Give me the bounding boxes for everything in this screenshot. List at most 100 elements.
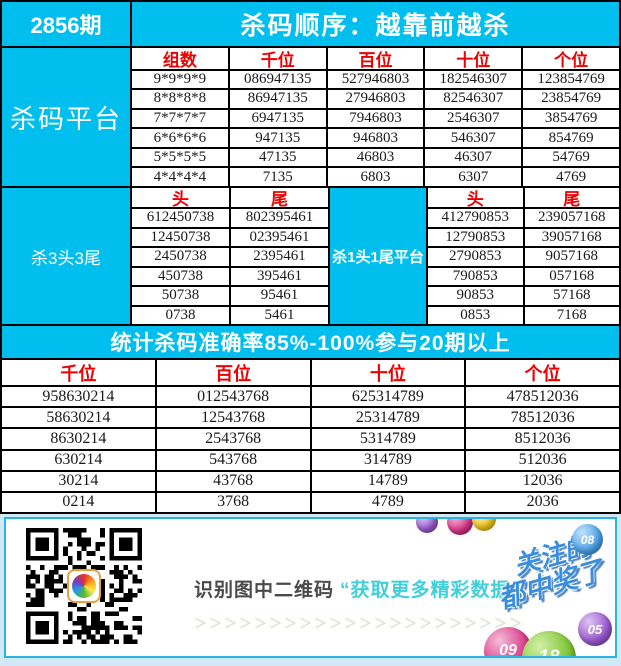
table-cell: 958630214 — [42, 387, 115, 405]
footer: 识别图中二维码 “获取更多精彩数据” ＞＞＞＞＞＞＞＞＞＞＞＞＞＞＞＞＞＞＞＞＞… — [0, 514, 621, 666]
table-row: 630214 543768 314789 512036 — [2, 448, 619, 470]
qr-code — [26, 528, 142, 644]
table-row: 958630214 012543768 625314789 478512036 — [2, 387, 619, 407]
table-cell: 086947135 — [227, 70, 326, 89]
table-row: 90853 57168 — [428, 285, 620, 305]
table-cell: 02395461 — [229, 228, 328, 247]
kill-1head-1tail-rows: 412790853 239057168 12790853 39057168 279085… — [428, 209, 620, 325]
table-row: 30214 43768 14789 12036 — [2, 469, 619, 491]
table-row: 2450738 2395461 — [132, 246, 328, 266]
table-cell: 5314789 — [309, 429, 465, 449]
table-cell: 512036 — [464, 450, 619, 470]
table-row: 450738 395461 — [132, 265, 328, 286]
qr-center-logo — [67, 569, 101, 603]
table-cell: 6947135 — [227, 109, 326, 128]
table-row: 8*8*8*8 86947135 27946803 82546307 23854769 — [132, 88, 619, 108]
table-row: 0853 7168 — [428, 304, 620, 325]
footer-panel: 识别图中二维码 “获取更多精彩数据” ＞＞＞＞＞＞＞＞＞＞＞＞＞＞＞＞＞＞＞＞＞… — [4, 517, 617, 658]
table-row: 0738 5461 — [132, 304, 328, 325]
table-cell: 4769 — [521, 168, 619, 186]
table-cell: 9*9*9*9 — [153, 70, 207, 87]
table-cell: 82546307 — [423, 90, 521, 108]
table-cell: 2790853 — [449, 248, 502, 265]
table-cell: 0853 — [460, 306, 491, 323]
table-cell: 27946803 — [325, 90, 424, 108]
col-header-thousands: 千位 — [60, 363, 97, 384]
table-cell: 314789 — [309, 450, 465, 470]
table-cell: 947135 — [227, 129, 326, 147]
table-cell: 6307 — [423, 168, 521, 186]
table-cell: 854769 — [521, 129, 619, 147]
scan-instruction: 识别图中二维码 “获取更多精彩数据” — [194, 575, 521, 602]
kill-3head-3tail-table: 头 尾 612450738 802395461 12450738 02395461 24… — [132, 188, 328, 325]
swirl-icon — [72, 574, 96, 598]
table-cell: 8630214 — [50, 429, 107, 447]
scan-highlight-text: “获取更多精彩数据” — [340, 580, 522, 601]
table-row: 790853 057168 — [428, 265, 619, 286]
section-kill-platform: 杀码平台 组数 千位 百位 十位 个位 9*9*9*9 086947135 5279… — [0, 46, 621, 188]
table-row: 6*6*6*6 947135 946803 546307 854769 — [132, 127, 619, 147]
table-cell: 450738 — [158, 267, 203, 284]
table-cell: 412790853 — [441, 209, 510, 226]
table-cell: 4*4*4*4 — [153, 168, 207, 185]
table-cell: 2450738 — [154, 248, 207, 265]
table-cell: 2395461 — [229, 248, 328, 266]
table-cell: 9057168 — [522, 248, 620, 266]
kill-platform-table: 组数 千位 百位 十位 个位 9*9*9*9 086947135 527946803… — [132, 48, 619, 186]
table-cell: 395461 — [229, 267, 328, 286]
table-cell: 0738 — [165, 306, 196, 323]
lottery-ball: 05 — [578, 612, 612, 646]
col-header-head: 头 — [466, 190, 484, 210]
lottery-ball — [416, 519, 438, 533]
table-cell: 5*5*5*5 — [153, 149, 207, 166]
table-cell: 50738 — [161, 287, 200, 304]
kill-platform-rows: 9*9*9*9 086947135 527946803 182546307 123854… — [132, 70, 619, 186]
table-cell: 12036 — [464, 471, 619, 491]
table-cell: 54769 — [521, 148, 619, 167]
col-header-tens: 十位 — [423, 48, 521, 70]
lottery-ball: 18 — [522, 631, 576, 656]
table-cell: 7946803 — [325, 109, 424, 128]
table-row: 9*9*9*9 086947135 527946803 182546307 123854… — [132, 70, 619, 89]
table-cell: 78512036 — [464, 408, 619, 428]
table-cell: 790853 — [452, 267, 498, 284]
issue-number: 2856期 — [2, 2, 132, 46]
table-cell: 802395461 — [229, 209, 328, 227]
table-cell: 0214 — [62, 493, 95, 511]
table-cell: 012543768 — [154, 387, 310, 407]
table-row: 7*7*7*7 6947135 7946803 2546307 3854769 — [132, 107, 619, 128]
col-header-units: 个位 — [521, 48, 619, 70]
table-row: 50738 95461 — [132, 285, 328, 305]
table-cell: 625314789 — [309, 387, 465, 407]
table-cell: 7135 — [227, 168, 326, 186]
table-cell: 2036 — [464, 492, 619, 513]
table-cell: 239057168 — [522, 209, 620, 227]
table-cell: 12450738 — [150, 228, 211, 245]
table-cell: 7168 — [522, 306, 620, 325]
table-row: 0214 3768 4789 2036 — [2, 490, 619, 513]
lottery-ball: 08 — [572, 524, 603, 555]
table-cell: 95461 — [229, 287, 328, 305]
table-row: 8630214 2543768 5314789 8512036 — [2, 427, 619, 449]
table-cell: 57168 — [522, 287, 620, 305]
table-cell: 90853 — [456, 287, 495, 304]
table-cell: 8*8*8*8 — [153, 90, 207, 107]
table-cell: 47135 — [227, 148, 326, 167]
kill-1head-1tail-label: 杀1头1尾平台 — [328, 188, 428, 324]
table-cell: 630214 — [54, 451, 103, 469]
table-cell: 2546307 — [423, 109, 521, 128]
col-header-head: 头 — [172, 190, 189, 210]
table-row: 12790853 39057168 — [428, 226, 619, 247]
head-tail-header-row: 头 尾 — [428, 188, 619, 210]
lottery-ball — [447, 519, 473, 535]
table-cell: 12790853 — [445, 228, 506, 245]
table-row: 12450738 02395461 — [132, 226, 328, 247]
table-cell: 23854769 — [521, 90, 619, 108]
col-header-tens: 十位 — [309, 360, 465, 385]
table-cell: 543768 — [154, 450, 310, 470]
table-cell: 478512036 — [464, 387, 619, 407]
col-header-hundreds: 百位 — [325, 48, 424, 70]
page-title: 杀码顺序：越靠前越杀 — [240, 12, 511, 40]
chevrons-decoration: ＞＞＞＞＞＞＞＞＞＞＞＞＞＞＞＞＞＞＞＞＞＞ — [194, 616, 525, 631]
